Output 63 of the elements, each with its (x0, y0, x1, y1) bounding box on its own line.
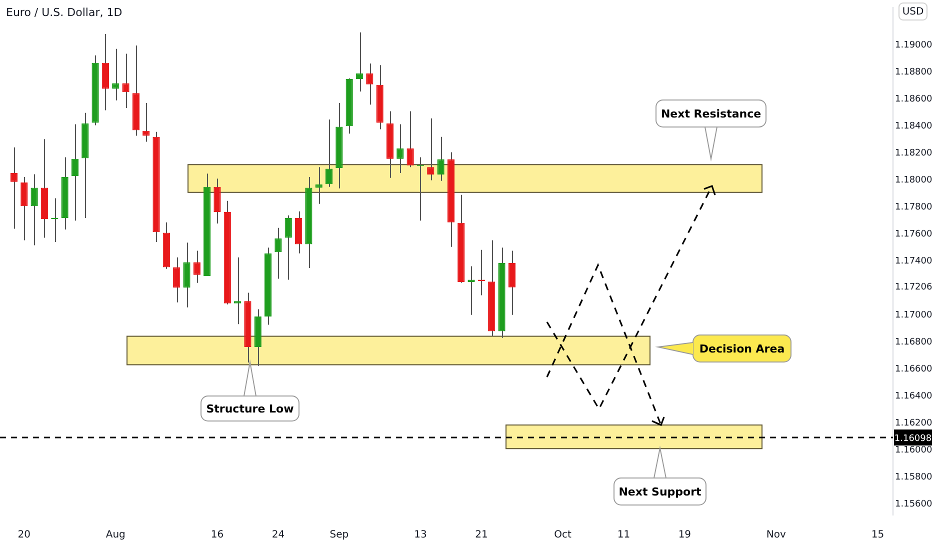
x-tick-label: 24 (272, 530, 285, 541)
x-tick-label: 11 (617, 530, 630, 541)
y-tick-label: 1.16400 (895, 392, 932, 402)
candlestick (214, 178, 221, 224)
y-tick-label: 1.18800 (895, 68, 932, 78)
candlestick (102, 33, 110, 111)
x-tick-label: 15 (871, 530, 884, 541)
candlestick (427, 118, 434, 181)
y-tick-label: 1.17800 (895, 202, 932, 213)
y-tick-label: 1.16800 (895, 338, 932, 348)
candlestick (71, 124, 79, 222)
candlestick (468, 266, 475, 316)
y-tick-label: 1.15800 (895, 472, 932, 483)
candlestick (234, 256, 242, 325)
x-tick-label: 20 (18, 530, 31, 541)
x-tick-label: Oct (554, 530, 572, 541)
candlestick (193, 250, 200, 284)
y-tick-label: 1.15600 (895, 500, 932, 510)
candlestick (10, 146, 18, 230)
x-tick-label: 16 (210, 530, 224, 541)
candlestick (315, 166, 322, 204)
ref-line-label: 1.16098 (894, 434, 932, 444)
x-tick-label: 21 (475, 530, 488, 541)
y-tick-label: 1.16200 (895, 418, 932, 429)
candlestick (396, 124, 404, 174)
annotation: Structure Low (206, 402, 294, 416)
y-tick-label: 1.17000 (895, 310, 932, 321)
y-tick-label: 1.19000 (895, 40, 932, 51)
candlestick (20, 176, 28, 241)
candlestick (356, 32, 364, 92)
y-tick-label: 1.17400 (895, 256, 932, 267)
y-tick-label: 1.18600 (895, 94, 932, 105)
candlestick (366, 63, 374, 106)
candlestick (30, 174, 38, 246)
candlestick (112, 48, 120, 101)
band-label: Decision Area (699, 342, 785, 356)
chart-title: Euro / U.S. Dollar, 1D (6, 6, 122, 19)
x-tick-label: Sep (330, 530, 349, 541)
candlestick (437, 136, 444, 182)
y-axis-title: USD (902, 6, 924, 18)
y-tick-label: 1.18200 (895, 148, 932, 159)
y-tick-label: 1.17206 (895, 282, 932, 293)
annotation: Next Support (618, 485, 702, 498)
candlestick (142, 102, 150, 142)
annotation: Next Resistance (660, 107, 762, 120)
candlestick (284, 214, 292, 280)
candlestick (274, 227, 282, 280)
x-tick-label: 19 (678, 530, 692, 541)
y-tick-label: 1.16000 (895, 446, 932, 456)
y-tick-label: 1.16600 (895, 364, 932, 375)
x-tick-label: Aug (106, 530, 126, 541)
candlestick (173, 256, 180, 303)
x-tick-label: 13 (414, 530, 427, 541)
candlestick (122, 53, 130, 108)
y-tick-label: 1.17600 (895, 230, 932, 240)
y-tick-label: 1.18400 (895, 122, 932, 132)
x-tick-label: Nov (766, 530, 786, 541)
y-tick-label: 1.18000 (895, 176, 932, 186)
candlestick (406, 110, 414, 168)
candlestick (51, 198, 58, 243)
candlestick (508, 250, 516, 316)
candlestick (183, 242, 190, 308)
candlestick (325, 118, 333, 188)
